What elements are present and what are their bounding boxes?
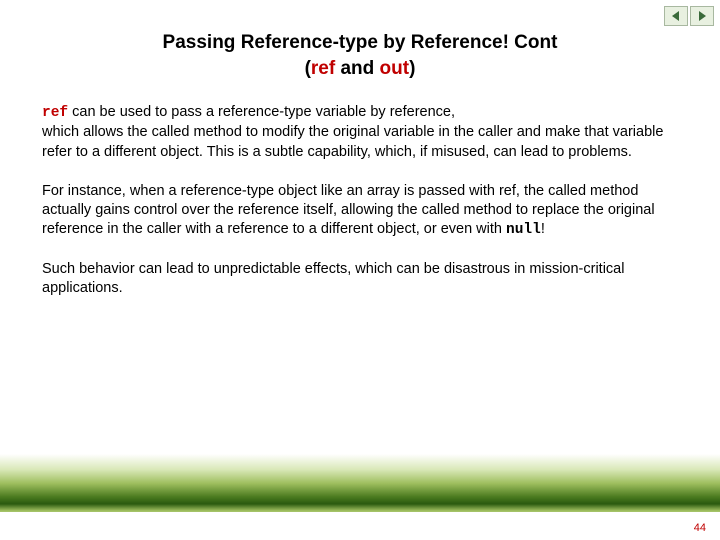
- paragraph-3: Such behavior can lead to unpredictable …: [42, 260, 678, 298]
- footer-white-bar: [0, 512, 720, 540]
- next-icon: [696, 10, 708, 22]
- paragraph-2: For instance, when a reference-type obje…: [42, 182, 678, 240]
- keyword-out: out: [380, 58, 410, 79]
- slide-content: Passing Reference-type by Reference! Con…: [0, 0, 720, 298]
- code-ref: ref: [42, 105, 68, 121]
- prev-icon: [670, 10, 682, 22]
- next-button[interactable]: [690, 6, 714, 26]
- title-subtitle: (ref and out): [42, 56, 678, 82]
- keyword-ref: ref: [311, 58, 335, 79]
- title-line-1: Passing Reference-type by Reference! Con…: [163, 32, 558, 53]
- nav-buttons: [664, 6, 714, 26]
- prev-button[interactable]: [664, 6, 688, 26]
- code-null: null: [506, 222, 541, 238]
- paragraph-1: ref can be used to pass a reference-type…: [42, 103, 678, 161]
- page-number: 44: [694, 522, 706, 534]
- slide-title: Passing Reference-type by Reference! Con…: [42, 30, 678, 81]
